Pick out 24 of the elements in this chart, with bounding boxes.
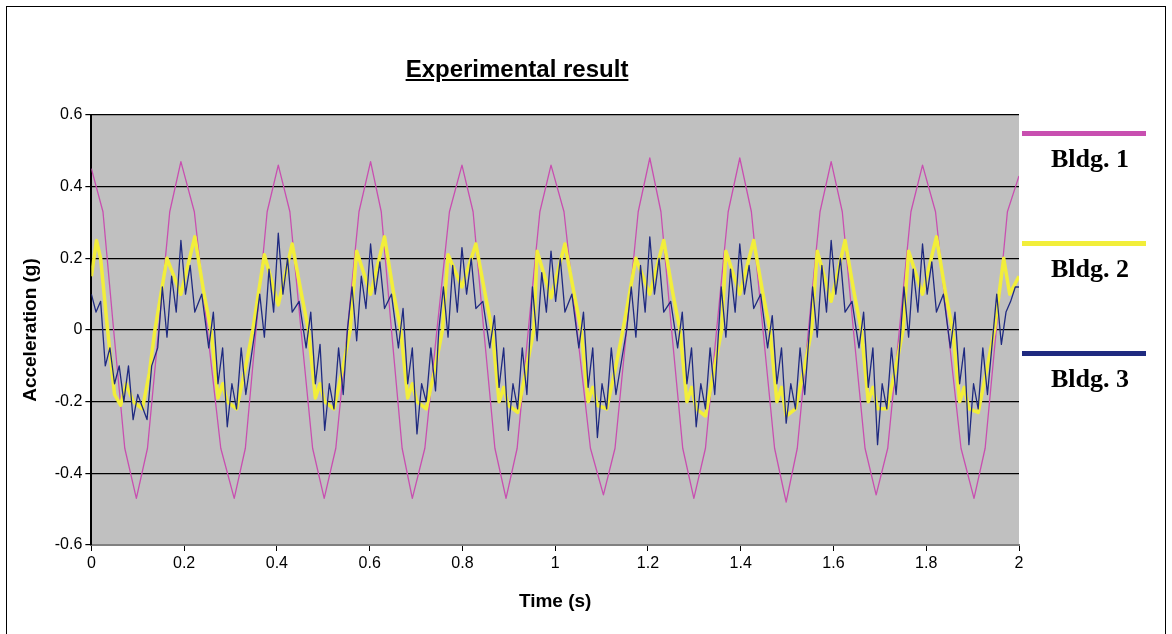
x-axis-title: Time (s) (518, 589, 592, 611)
legend-label: Bldg. 1 (1050, 144, 1131, 174)
x-tick-label: 0.6 (358, 554, 381, 572)
x-tick-label: 0.2 (173, 554, 196, 572)
x-tick-label: 0 (86, 554, 96, 572)
y-tick-label: -0.4 (54, 463, 83, 481)
y-tick-label: 0.6 (60, 105, 83, 123)
legend-label: Bldg. 2 (1050, 254, 1131, 284)
x-tick-label: 0.8 (451, 554, 474, 572)
y-tick-label: -0.2 (54, 392, 83, 410)
x-tick-label: 1.2 (636, 554, 660, 572)
y-tick-label: 0.2 (60, 248, 83, 266)
y-tick-label: 0.4 (60, 177, 83, 195)
x-tick-label: 0.4 (265, 554, 289, 572)
x-tick-label: 1.8 (915, 554, 938, 572)
x-tick-label: 1 (550, 554, 560, 572)
x-tick-label: 1.6 (822, 554, 845, 572)
x-tick-label: 1.4 (729, 554, 752, 572)
y-tick-label: 0 (73, 320, 83, 338)
y-axis-title: Acceleration (g) (18, 258, 40, 402)
legend-label: Bldg. 3 (1050, 364, 1131, 394)
x-tick-label: 2 (1014, 554, 1024, 572)
chart-title: Experimental result (404, 55, 630, 83)
y-tick-label: -0.6 (54, 535, 83, 553)
